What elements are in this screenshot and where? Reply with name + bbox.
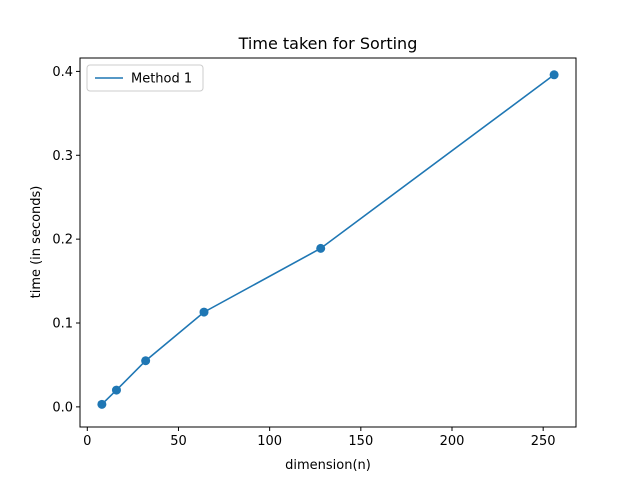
x-axis-ticks: 0 50 100 150 200 250	[83, 427, 556, 449]
data-point	[97, 399, 107, 409]
legend-label-method-1: Method 1	[131, 72, 192, 87]
x-tick-label: 200	[440, 434, 465, 449]
y-axis-label: time (in seconds)	[29, 186, 44, 299]
y-tick-label: 0.3	[52, 149, 73, 164]
legend-box	[86, 64, 204, 92]
chart-title: Time taken for Sorting	[238, 34, 418, 53]
axes-frame	[79, 57, 577, 428]
x-tick-label: 150	[348, 434, 373, 449]
y-tick-label: 0.0	[52, 400, 73, 415]
y-tick-label: 0.1	[52, 317, 73, 332]
x-tick-label: 50	[170, 434, 187, 449]
legend: Method 1	[86, 64, 204, 92]
x-tick-label: 250	[531, 434, 556, 449]
y-tick-label: 0.4	[52, 65, 73, 80]
y-tick-label: 0.2	[52, 233, 73, 248]
x-tick-label: 100	[257, 434, 282, 449]
data-point	[141, 356, 151, 366]
data-point	[111, 385, 121, 395]
data-point	[549, 70, 559, 80]
data-point	[199, 307, 209, 317]
y-axis-ticks: 0.0 0.1 0.2 0.3 0.4	[52, 65, 80, 415]
x-axis-label: dimension(n)	[285, 458, 371, 473]
series-layer	[97, 70, 559, 409]
data-point	[316, 243, 326, 253]
x-tick-label: 0	[83, 434, 91, 449]
